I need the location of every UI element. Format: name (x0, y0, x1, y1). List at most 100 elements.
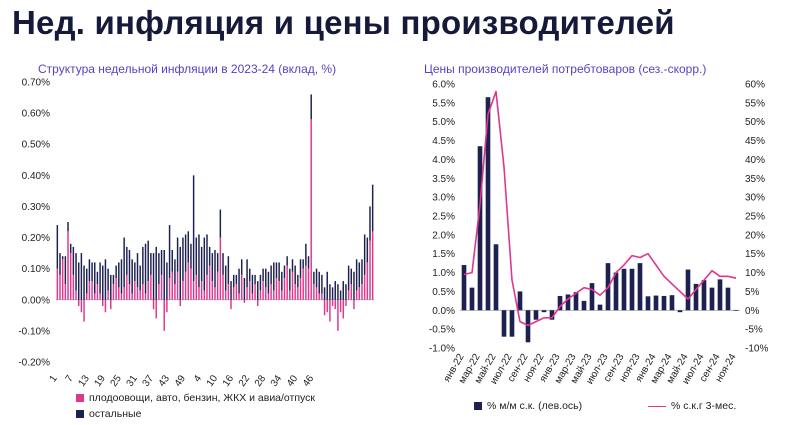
bar-segment-pink (64, 284, 67, 300)
y-right-tick-label: 50% (745, 117, 765, 128)
y-tick-label: 0.70% (22, 78, 50, 89)
bar-segment-navy (206, 234, 208, 275)
bar-segment-navy (230, 281, 232, 300)
bar-segment-pink (208, 265, 211, 300)
bar-segment-navy (238, 268, 240, 294)
bar-segment-pink (195, 274, 198, 300)
bar-segment-pink (104, 299, 107, 313)
bar-segment-pink (267, 293, 270, 300)
bar-segment-navy (254, 274, 256, 285)
bar-mm (565, 294, 571, 311)
bar-segment-navy (80, 253, 83, 300)
bar-segment-pink (139, 290, 141, 300)
bar-segment-pink (224, 290, 227, 300)
x-tick-label: 1 (48, 373, 60, 384)
y-left-tick-label: 0.5% (432, 287, 455, 298)
bar-segment-pink (227, 284, 230, 300)
bar-segment-navy (331, 287, 334, 300)
bar-segment-navy (291, 259, 294, 272)
bar-segment-pink (329, 299, 331, 322)
bar-segment-navy (166, 262, 168, 300)
bar-segment-navy (160, 250, 163, 275)
y-left-tick-label: 5.0% (432, 117, 455, 128)
bar-segment-navy (350, 268, 353, 285)
bar-mm (469, 287, 475, 311)
bar-segment-pink (120, 293, 123, 300)
bar-segment-navy (61, 256, 64, 260)
bar-segment-navy (302, 259, 304, 269)
bar-mm (701, 280, 707, 311)
bar-segment-navy (96, 271, 99, 285)
bar-segment-pink (190, 268, 192, 300)
bar-segment-navy (305, 243, 307, 266)
bar-segment-pink (219, 237, 222, 300)
bar-mm (557, 295, 563, 311)
bar-mm (525, 310, 531, 343)
chart-title-weekly-inflation: Структура недельной инфляции в 2023-24 (… (38, 62, 337, 76)
bar-segment-pink (265, 287, 267, 300)
y-left-tick-label: 2.0% (432, 230, 455, 241)
bar-mm (477, 146, 483, 311)
bar-segment-pink (160, 274, 163, 300)
bar-segment-pink (257, 299, 259, 306)
bar-segment-pink (67, 231, 69, 300)
bar-segment-navy (147, 240, 149, 282)
bar-segment-navy (286, 256, 288, 266)
bar-mm (589, 283, 595, 311)
bar-mm (597, 304, 603, 311)
bar-segment-navy (363, 234, 366, 275)
bar-mm (717, 279, 723, 311)
bar-segment-navy (240, 259, 243, 275)
bar-segment-pink (112, 284, 115, 300)
bar-segment-navy (329, 284, 331, 300)
bar-segment-pink (214, 287, 216, 300)
bar-segment-navy (190, 243, 192, 269)
bar-segment-pink (254, 284, 256, 300)
legend-swatch-pink (76, 394, 84, 402)
bar-segment-pink (369, 240, 371, 300)
bar-segment-pink (99, 293, 101, 300)
bar-segment-pink (179, 299, 181, 306)
bar-segment-navy (174, 259, 176, 285)
bar-segment-navy (283, 265, 286, 278)
bar-mm (685, 269, 691, 311)
x-tick-label: 4 (192, 373, 204, 384)
bar-segment-pink (251, 293, 254, 300)
bar-segment-navy (265, 268, 267, 288)
bar-segment-navy (123, 237, 125, 288)
bar-segment-pink (118, 287, 120, 300)
bar-segment-navy (67, 222, 69, 232)
bar-segment-pink (171, 271, 173, 300)
bar-segment-pink (211, 281, 214, 300)
bar-segment-navy (371, 184, 374, 232)
bar-segment-pink (110, 299, 112, 310)
bar-segment-pink (262, 281, 264, 300)
bar-segment-navy (112, 274, 115, 285)
bar-segment-navy (104, 259, 107, 300)
bar-segment-navy (184, 234, 187, 272)
y-tick-label: 0.20% (22, 233, 50, 244)
bar-segment-pink (331, 299, 334, 306)
bar-segment-pink (69, 253, 72, 300)
bar-segment-navy (131, 259, 133, 294)
bar-segment-pink (283, 278, 286, 300)
bar-segment-navy (83, 265, 85, 300)
y-right-tick-label: 25% (745, 212, 765, 223)
bar-segment-navy (150, 253, 152, 275)
y-right-tick-label: 0% (745, 306, 760, 317)
bar-segment-navy (214, 250, 216, 288)
bar-segment-navy (232, 274, 235, 288)
bar-segment-navy (110, 274, 112, 300)
bar-segment-pink (361, 284, 363, 300)
bar-segment-navy (158, 253, 160, 285)
bar-segment-navy (182, 237, 184, 282)
bar-segment-navy (267, 271, 270, 294)
bar-segment-pink (56, 268, 59, 300)
bar-segment-navy (281, 271, 283, 291)
bar-segment-navy (224, 265, 227, 291)
y-left-tick-label: 3.0% (432, 193, 455, 204)
bar-segment-pink (152, 299, 155, 310)
bar-segment-navy (310, 94, 312, 120)
bar-mm (573, 292, 579, 311)
bar-segment-navy (345, 284, 347, 300)
